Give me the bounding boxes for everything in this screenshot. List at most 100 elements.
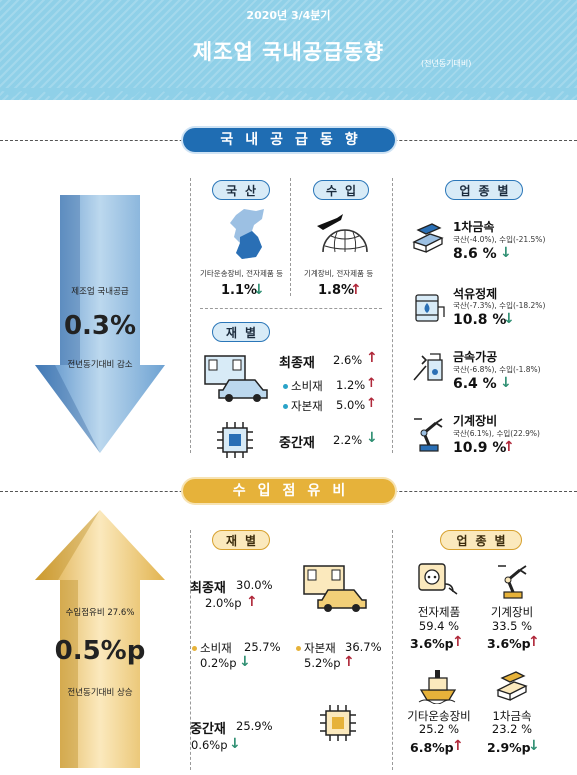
import-industry-pill: 업종별 [440, 530, 522, 550]
factory-car-icon [204, 355, 268, 402]
arrow-up-icon: ↑ [343, 654, 355, 670]
industry-value: 10.8 % [453, 312, 507, 328]
industry-name: 기계장비 [490, 605, 534, 619]
intermediate-goods-label: 중간재 [190, 722, 226, 737]
industry-note: 국산(6.1%), 수입(22.9%) [453, 429, 540, 438]
arrow-down-icon: ↓ [366, 430, 378, 446]
final-goods-label: 최종재 [190, 581, 226, 596]
robot-arm-icon [498, 565, 527, 599]
import-goods-pill: 재별 [212, 530, 270, 550]
domestic-arrow-caption: 전년동기대비 감소 [67, 360, 133, 370]
arrow-up-icon: ↑ [366, 396, 377, 411]
imports-pill: 수입 [313, 180, 369, 200]
domestic-arrow-label: 제조업 국내공급 [71, 287, 129, 297]
domestic-industry-pill: 업종별 [445, 180, 523, 200]
industry-name: 1차금속 [492, 709, 532, 723]
arrow-up-icon: ↑ [452, 738, 464, 754]
separator [190, 178, 191, 453]
industry-change: 3.6%p [487, 636, 531, 651]
arrow-down-icon: ↓ [528, 738, 540, 754]
intermediate-goods-share: 25.9% [236, 719, 273, 733]
bullet-dot [192, 646, 197, 651]
domestic-prod-note: 기타운송장비, 전자제품 등 [200, 269, 284, 278]
separator [190, 530, 191, 770]
arrow-up-icon: ↑ [452, 634, 464, 650]
capital-goods-label: 자본재 [291, 399, 323, 413]
separator [392, 178, 393, 453]
arrow-up-icon: ↑ [350, 282, 362, 298]
arrow-up-icon: ↑ [503, 439, 515, 455]
domestic-prod-pill: 국산 [212, 180, 270, 200]
korea-map-icon [230, 209, 264, 259]
consumer-goods-share: 25.7% [244, 640, 281, 654]
domestic-goods-pill: 재별 [212, 322, 270, 342]
arrow-up-icon: ↑ [528, 634, 540, 650]
capital-goods-label: 자본재 [304, 641, 336, 655]
arrow-up-icon: ↑ [366, 350, 378, 366]
import-share-up-arrow-icon [35, 510, 165, 768]
page-title: 제조업 국내공급동향 [192, 40, 385, 64]
industry-name: 금속가공 [453, 350, 498, 364]
final-goods-label: 최종재 [279, 356, 315, 371]
metal-tools-icon [413, 353, 443, 381]
final-goods-change: 2.0%p [205, 596, 242, 610]
domestic-down-arrow-icon [35, 195, 165, 453]
header: 2020년 3/4분기 제조업 국내공급동향 (전년동기대비) [0, 0, 577, 100]
oil-drum-icon [415, 294, 445, 322]
industry-note: 국산(-7.3%), 수입(-18.2%) [453, 301, 546, 310]
industry-change: 3.6%p [410, 636, 454, 651]
ship-icon [418, 670, 457, 704]
steel-beam-icon [496, 671, 528, 701]
period-label: 2020년 3/4분기 [246, 9, 331, 22]
arrow-down-icon: ↓ [500, 375, 512, 391]
bullet-dot [296, 646, 301, 651]
industry-share: 25.2 % [418, 722, 460, 736]
industry-note: 국산(-4.0%), 수입(-21.5%) [453, 235, 546, 244]
steel-beam-icon [412, 223, 444, 253]
header-wave [0, 88, 577, 97]
capital-goods-change: 5.2%p [304, 656, 341, 670]
industry-change: 2.9%p [487, 740, 531, 755]
arrow-up-icon: ↑ [366, 376, 377, 391]
imports-note: 기계장비, 전자제품 등 [304, 269, 374, 278]
microchip-icon [217, 422, 253, 458]
consumer-goods-change: 0.2%p [200, 656, 237, 670]
intermediate-goods-label: 중간재 [279, 436, 315, 451]
arrow-up-icon: ↑ [246, 594, 258, 610]
yoy-note: (전년동기대비) [421, 59, 472, 68]
arrow-down-icon: ↓ [503, 311, 515, 327]
industry-change: 6.8%p [410, 740, 454, 755]
imports-value: 1.8% [318, 283, 355, 298]
final-goods-share: 30.0% [236, 578, 273, 592]
intermediate-goods-change: 0.6%p [191, 738, 228, 752]
intermediate-goods-value: 2.2% [333, 433, 363, 447]
industry-name: 기타운송장비 [407, 709, 471, 723]
capital-goods-value: 5.0% [336, 398, 366, 412]
microchip-icon [320, 705, 356, 741]
factory-car-icon [303, 565, 367, 612]
industry-name: 1차금속 [453, 220, 495, 234]
robot-arm-icon [414, 418, 443, 452]
bullet-dot [283, 384, 288, 389]
domestic-supply-banner: 국내공급동향 [183, 128, 395, 152]
electronics-plug-icon [418, 563, 458, 595]
separator [200, 308, 382, 309]
import-arrow-label: 수입점유비 27.6% [65, 608, 135, 618]
industry-value: 8.6 % [453, 246, 497, 262]
consumer-goods-label: 소비재 [291, 379, 323, 393]
capital-goods-share: 36.7% [345, 640, 382, 654]
arrow-down-icon: ↓ [500, 245, 512, 261]
consumer-goods-label: 소비재 [200, 641, 232, 655]
consumer-goods-value: 1.2% [336, 378, 366, 392]
domestic-arrow-value: 0.3% [63, 311, 137, 341]
industry-value: 6.4 % [453, 376, 497, 392]
industry-name: 기계장비 [453, 414, 498, 428]
industry-share: 23.2 % [491, 722, 533, 736]
globe-plane-icon [317, 214, 368, 253]
import-arrow-caption: 전년동기대비 상승 [67, 688, 133, 698]
arrow-down-icon: ↓ [229, 736, 241, 752]
arrow-down-icon: ↓ [253, 282, 265, 298]
arrow-down-icon: ↓ [239, 654, 251, 670]
domestic-prod-value: 1.1% [221, 283, 258, 298]
industry-name: 전자제품 [417, 605, 461, 619]
